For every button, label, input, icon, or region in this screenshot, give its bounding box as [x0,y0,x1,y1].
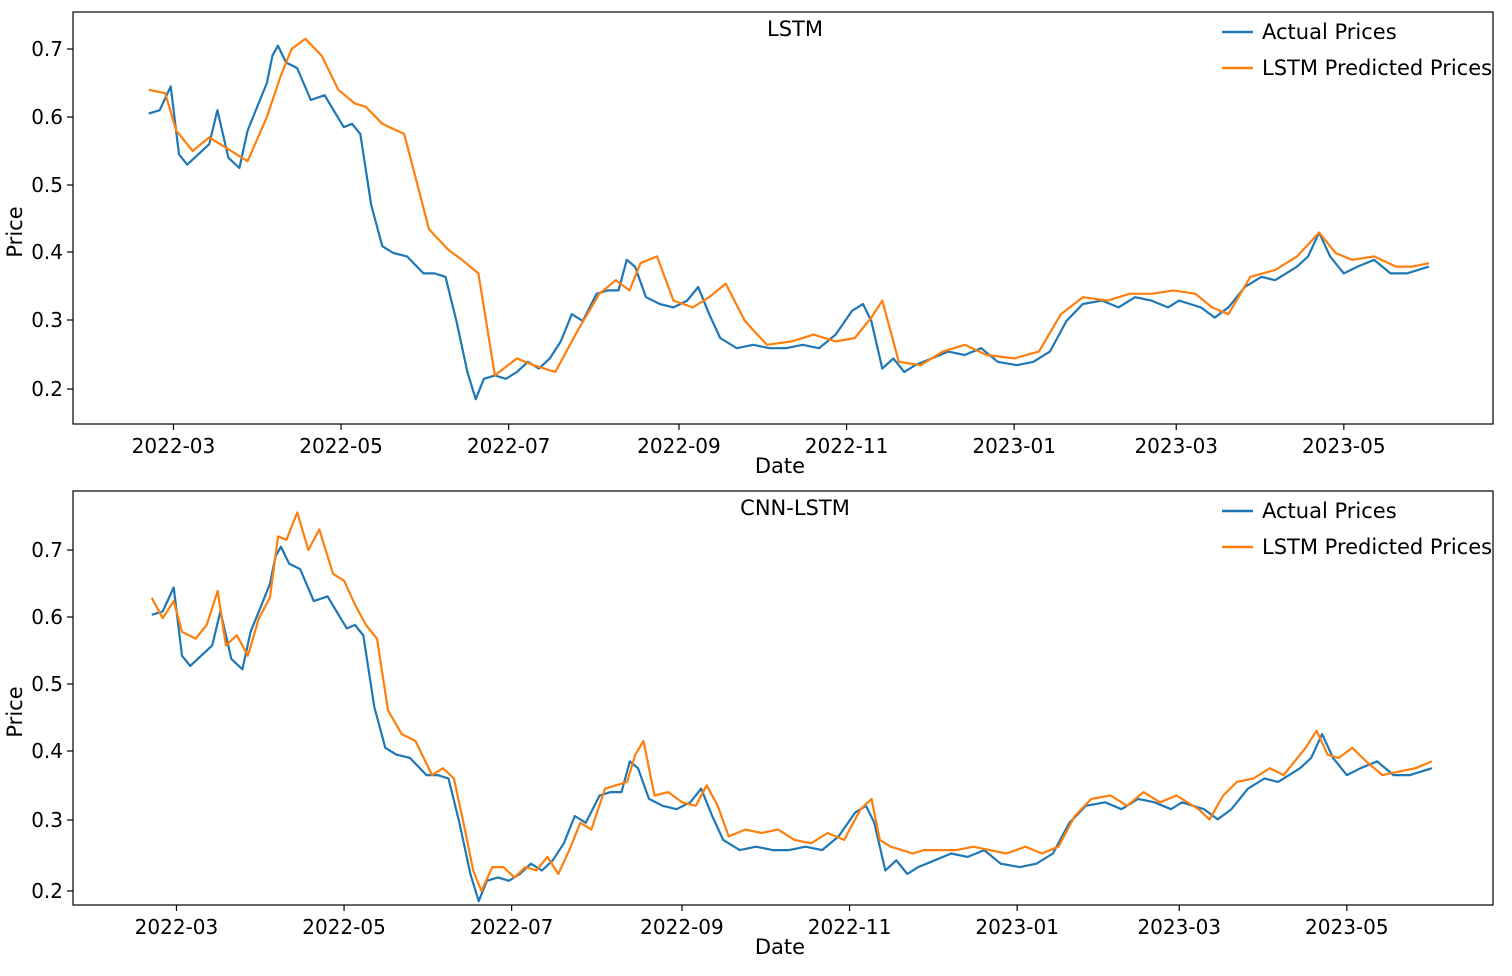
x-tick-label: 2022-05 [302,915,386,939]
x-tick-label: 2022-09 [640,915,724,939]
legend-actual-label: Actual Prices [1262,20,1397,44]
y-axis-label: Price [3,206,27,257]
y-tick-label: 0.7 [31,538,63,562]
x-tick-label: 2023-01 [972,434,1056,458]
predicted-prices-line [150,511,1433,893]
y-tick-label: 0.5 [31,173,63,197]
x-tick-label: 2022-09 [637,434,721,458]
y-tick-label: 0.5 [31,672,63,696]
legend: Actual Prices LSTM Predicted Prices [1222,20,1492,80]
y-tick-label: 0.4 [31,240,63,264]
y-tick-label: 0.2 [31,377,63,401]
x-tick-label: 2023-05 [1305,915,1389,939]
y-tick-label: 0.3 [31,808,63,832]
plot-frame [72,490,1494,906]
y-tick-label: 0.3 [31,308,63,332]
actual-prices-line [148,44,1430,401]
x-tick-label: 2022-03 [135,915,219,939]
x-tick-label: 2022-07 [467,434,551,458]
plot-frame [72,11,1494,425]
chart-panel: 2022-03 2022-05 2022-07 2022-09 2022-11 2023-… [3,490,1494,959]
actual-prices-line [151,545,1433,903]
legend-predicted-label: LSTM Predicted Prices [1262,56,1492,80]
x-tick-label: 2023-01 [975,915,1059,939]
x-tick-label: 2023-03 [1137,915,1221,939]
x-tick-label: 2022-07 [470,915,554,939]
y-tick-label: 0.6 [31,605,63,629]
x-tick-label: 2022-03 [132,434,216,458]
legend-actual-label: Actual Prices [1262,499,1397,523]
y-axis-label: Price [3,686,27,737]
x-axis-label: Date [755,454,805,478]
y-tick-label: 0.2 [31,879,63,903]
chart-title: LSTM [767,17,823,41]
x-tick-label: 2023-03 [1134,434,1218,458]
y-tick-label: 0.7 [31,37,63,61]
legend: Actual Prices LSTM Predicted Prices [1222,499,1492,559]
chart-title: CNN-LSTM [740,496,850,520]
x-tick-label: 2023-05 [1302,434,1386,458]
x-tick-label: 2022-05 [299,434,383,458]
chart-panel: 2022-03 2022-05 2022-07 2022-09 2022-11 2023-… [3,11,1494,478]
x-tick-label: 2022-11 [805,434,889,458]
x-tick-label: 2022-11 [808,915,892,939]
x-axis-label: Date [755,935,805,959]
predicted-prices-line [148,37,1430,377]
y-tick-label: 0.4 [31,739,63,763]
legend-predicted-label: LSTM Predicted Prices [1262,535,1492,559]
y-tick-label: 0.6 [31,105,63,129]
